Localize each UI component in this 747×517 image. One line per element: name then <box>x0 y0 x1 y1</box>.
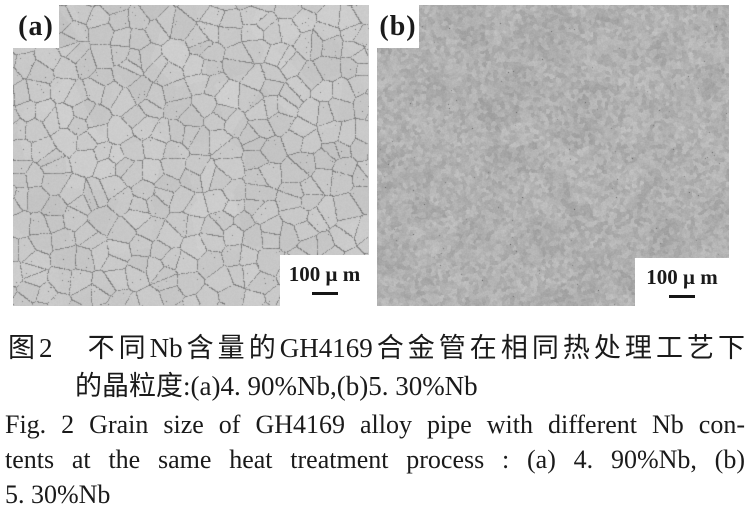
panel-a-scale-bar <box>311 292 338 295</box>
panel-b-scale-box: 100 μ m <box>635 258 729 306</box>
caption-english-line3: 5. 30%Nb <box>5 480 111 509</box>
caption-english-line2: tents at the same heat treatment process… <box>5 445 745 474</box>
panel-a-scale-label: 100 μ m <box>288 262 361 286</box>
panel-b-label: (b) <box>377 5 419 48</box>
panel-b-scale-bar <box>669 295 695 298</box>
panel-b-label-text: (b) <box>379 10 417 42</box>
panel-a-label: (a) <box>13 5 59 48</box>
caption-chinese-line2: 的晶粒度:(a)4. 90%Nb,(b)5. 30%Nb <box>75 371 478 401</box>
micrograph-b-image <box>377 5 729 306</box>
panel-a-label-text: (a) <box>18 10 54 42</box>
micrograph-panel-a: (a) 100 μ m <box>13 5 369 306</box>
caption-chinese-line1: 图2 不同Nb含量的GH4169合金管在相同热处理工艺下 <box>8 333 745 363</box>
panel-a-scale-box: 100 μ m <box>280 255 369 306</box>
micrograph-panel-b: (b) 100 μ m <box>377 5 729 306</box>
caption-english-line1: Fig. 2 Grain size of GH4169 alloy pipe w… <box>5 410 745 439</box>
panel-b-scale-label: 100 μ m <box>646 265 718 289</box>
